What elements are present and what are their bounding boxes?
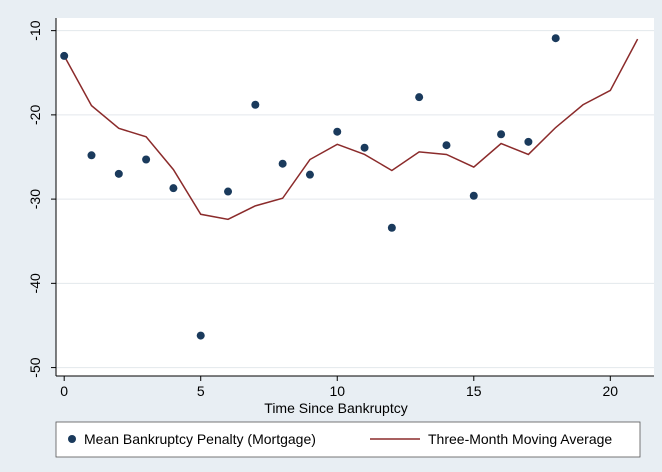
moving-average-line: [63, 38, 639, 221]
axes: [55, 18, 654, 377]
x-axis-title: Time Since Bankruptcy: [264, 400, 407, 416]
data-point: [87, 151, 96, 160]
x-tick-label: 0: [60, 383, 68, 399]
plot-area: [56, 18, 654, 376]
x-tick-label: 5: [197, 383, 205, 399]
y-tick-label: -40: [27, 273, 43, 293]
y-tick-label: -10: [27, 20, 43, 40]
data-point: [497, 130, 506, 139]
x-tick-label: 20: [603, 383, 619, 399]
data-point: [60, 51, 69, 60]
x-tick-label: 10: [329, 383, 345, 399]
data-point: [196, 331, 205, 340]
data-point: [469, 191, 478, 200]
data-point: [551, 34, 560, 43]
grid-lines: [56, 30, 654, 369]
ticks: -50 -40 -30 -20 -10 0 5 10 15 20: [27, 20, 618, 399]
x-tick-label: 15: [466, 383, 482, 399]
series: [60, 34, 639, 340]
data-point: [333, 127, 342, 136]
data-point: [169, 184, 178, 193]
data-point: [387, 223, 396, 232]
data-point: [278, 159, 287, 168]
data-point: [142, 155, 151, 164]
y-tick-label: -50: [27, 357, 43, 377]
y-tick-label: -20: [27, 105, 43, 125]
data-point: [524, 137, 533, 146]
legend-label-line: Three-Month Moving Average: [428, 431, 612, 447]
y-tick-label: -30: [27, 189, 43, 209]
legend-marker-scatter: [68, 435, 76, 443]
data-point: [305, 170, 314, 179]
data-point: [442, 141, 451, 150]
legend-label-scatter: Mean Bankruptcy Penalty (Mortgage): [84, 431, 316, 447]
data-point: [360, 143, 369, 152]
data-point: [114, 169, 123, 178]
data-point: [415, 93, 424, 102]
legend: Mean Bankruptcy Penalty (Mortgage) Three…: [55, 421, 641, 458]
data-point: [251, 100, 260, 109]
data-point: [224, 187, 233, 196]
legend-box: [55, 421, 641, 458]
